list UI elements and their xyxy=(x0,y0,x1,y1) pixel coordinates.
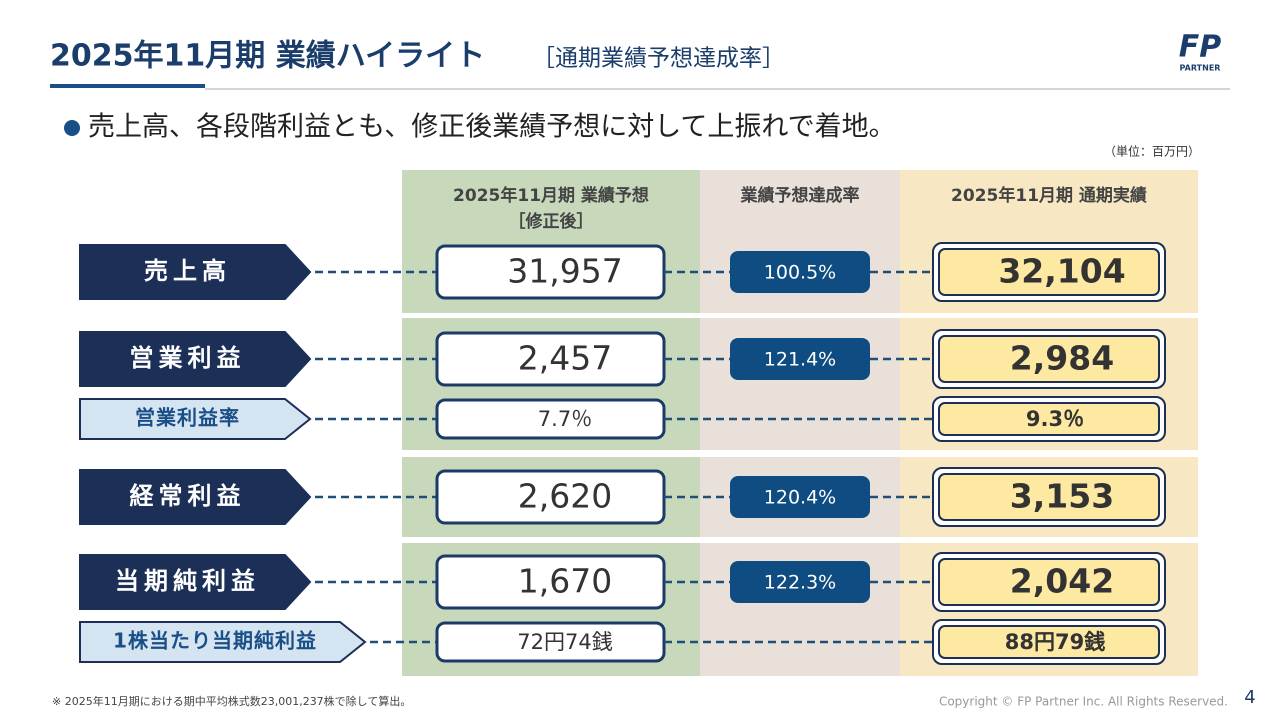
row-label: 営業利益 xyxy=(130,344,246,372)
column-header: 2025年11月期 業績予想 xyxy=(453,185,649,206)
column-band xyxy=(700,318,900,450)
page-number: 4 xyxy=(1244,687,1255,708)
forecast-value: 31,957 xyxy=(507,252,622,291)
footnote: ※ 2025年11月期における期中平均株式数23,001,237株で除して算出。 xyxy=(52,694,411,708)
rate-value: 122.3% xyxy=(764,572,836,594)
row-label: 営業利益率 xyxy=(135,406,240,430)
column-header: ［修正後］ xyxy=(509,211,594,232)
actual-box xyxy=(938,402,1160,436)
copyright: Copyright © FP Partner Inc. All Rights R… xyxy=(939,695,1228,709)
forecast-value: 2,457 xyxy=(518,339,612,378)
forecast-value: 72円74銭 xyxy=(517,630,612,654)
actual-value: 2,984 xyxy=(1010,339,1114,378)
actual-value: 88円79銭 xyxy=(1005,630,1105,654)
row-label: 1株当たり当期純利益 xyxy=(113,629,317,653)
actual-value: 32,104 xyxy=(998,252,1125,291)
title-underline xyxy=(50,84,205,88)
unit: （単位：百万円） xyxy=(1104,144,1200,159)
rate-pill xyxy=(730,251,870,293)
actual-box xyxy=(938,473,1160,521)
label-shape xyxy=(79,331,312,387)
actual-box xyxy=(938,558,1160,606)
bullet-text: 売上高、各段階利益とも、修正後業績予想に対して上振れで着地。 xyxy=(88,112,896,143)
table: 2025年11月期 業績予想 ［修正後］ 業績予想達成率 2025年11月期 通期実績… xyxy=(79,170,1198,676)
label-shape xyxy=(79,554,312,610)
sub-label-shape xyxy=(79,398,312,440)
actual-box xyxy=(938,625,1160,659)
subtitle: ［通期業績予想達成率］ xyxy=(532,46,785,72)
rate-value: 100.5% xyxy=(764,262,836,284)
actual-value: 9.3％ xyxy=(1026,407,1084,431)
column-header: 2025年11月期 通期実績 xyxy=(951,185,1147,206)
column-header: 業績予想達成率 xyxy=(741,185,860,206)
rate-pill xyxy=(730,338,870,380)
label-shape xyxy=(79,469,312,525)
row-label: 売上高 xyxy=(144,257,231,285)
row-label: 当期純利益 xyxy=(115,567,260,595)
rate-pill xyxy=(730,476,870,518)
logo: FP xyxy=(1179,30,1221,65)
logo-sub: PARTNER xyxy=(1180,64,1221,73)
forecast-value: 2,620 xyxy=(518,477,612,516)
sub-label-shape xyxy=(79,621,367,663)
row-label: 経常利益 xyxy=(130,482,246,510)
actual-box xyxy=(938,335,1160,383)
rate-value: 121.4% xyxy=(764,349,836,371)
actual-value: 3,153 xyxy=(1010,477,1114,516)
actual-value: 2,042 xyxy=(1010,562,1114,601)
bullet-dot xyxy=(64,120,80,136)
rate-pill xyxy=(730,561,870,603)
forecast-value: 1,670 xyxy=(518,562,612,601)
rate-value: 120.4% xyxy=(764,487,836,509)
actual-box xyxy=(938,248,1160,296)
label-shape xyxy=(79,244,312,300)
title: 2025年11月期 業績ハイライト xyxy=(50,39,485,74)
forecast-value: 7.7％ xyxy=(538,407,592,431)
